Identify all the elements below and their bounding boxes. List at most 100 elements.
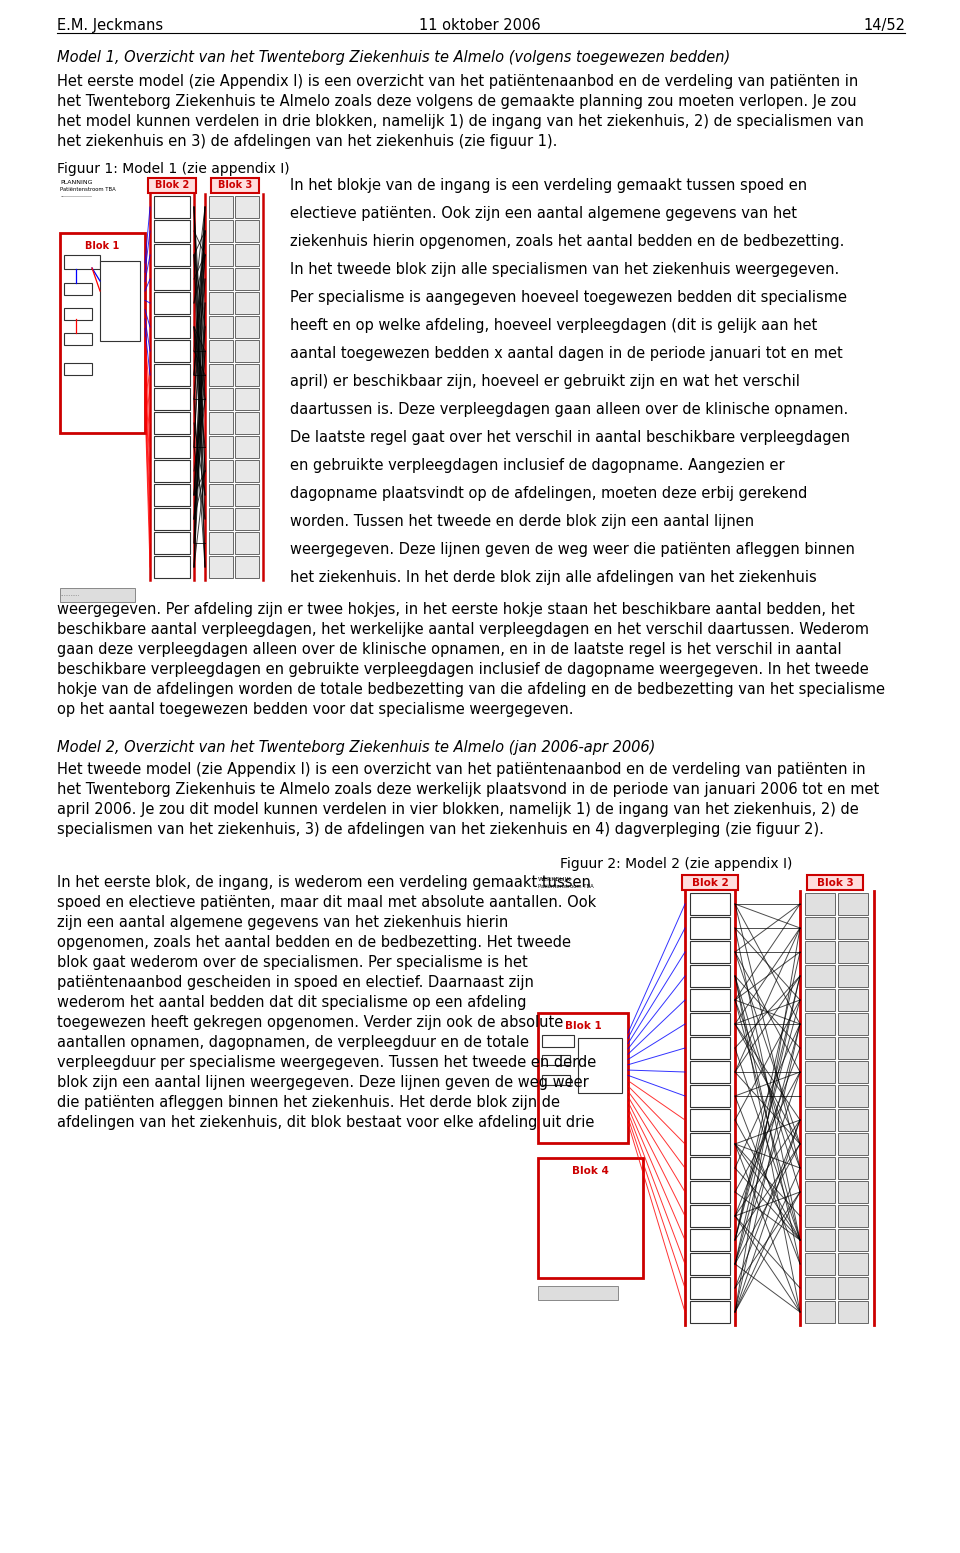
Bar [154,363,190,387]
Text: aantallen opnamen, dagopnamen, de verpleegduur en de totale: aantallen opnamen, dagopnamen, de verple… [57,1034,529,1050]
Bar [805,1157,835,1179]
Bar [805,989,835,1011]
Bar [838,916,868,940]
Bar [235,292,259,314]
Bar [805,1228,835,1252]
Bar [154,436,190,458]
Bar [154,412,190,433]
Bar [805,1037,835,1059]
Bar [209,196,233,217]
Text: beschikbare verpleegdagen en gebruikte verpleegdagen inclusief de dagopname weer: beschikbare verpleegdagen en gebruikte v… [57,662,869,677]
Bar [209,315,233,339]
Bar [690,941,730,963]
Bar [690,964,730,988]
Text: Per specialisme is aangegeven hoeveel toegewezen bedden dit specialisme: Per specialisme is aangegeven hoeveel to… [290,290,847,304]
Text: toegewezen heeft gekregen opgenomen. Verder zijn ook de absolute: toegewezen heeft gekregen opgenomen. Ver… [57,1016,564,1030]
Text: Het tweede model (zie Appendix I) is een overzicht van het patiëntenaanbod en de: Het tweede model (zie Appendix I) is een… [57,763,866,776]
Text: en gebruikte verpleegdagen inclusief de dagopname. Aangezien er: en gebruikte verpleegdagen inclusief de … [290,458,784,474]
Text: In het tweede blok zijn alle specialismen van het ziekenhuis weergegeven.: In het tweede blok zijn alle specialisme… [290,262,839,276]
Bar [805,1277,835,1298]
Bar [235,460,259,481]
Text: beschikbare aantal verpleegdagen, het werkelijke aantal verpleegdagen en het ver: beschikbare aantal verpleegdagen, het we… [57,623,869,637]
Text: heeft en op welke afdeling, hoeveel verpleegdagen (dit is gelijk aan het: heeft en op welke afdeling, hoeveel verp… [290,318,817,332]
Bar [154,221,190,242]
Bar [209,292,233,314]
Bar [690,1109,730,1131]
Bar [235,363,259,387]
Bar [838,1134,868,1155]
Text: april 2006. Je zou dit model kunnen verdelen in vier blokken, namelijk 1) de ing: april 2006. Je zou dit model kunnen verd… [57,801,859,817]
Text: In het eerste blok, de ingang, is wederom een verdeling gemaakt tussen: In het eerste blok, de ingang, is wedero… [57,874,590,890]
Bar [690,1180,730,1204]
Bar [838,964,868,988]
Bar [154,196,190,217]
Text: het Twenteborg Ziekenhuis te Almelo zoals deze werkelijk plaatsvond in de period: het Twenteborg Ziekenhuis te Almelo zoal… [57,783,879,797]
Bar [235,485,259,506]
Bar [838,1180,868,1204]
Bar [690,916,730,940]
Text: Het eerste model (zie Appendix I) is een overzicht van het patiëntenaanbod en de: Het eerste model (zie Appendix I) is een… [57,75,858,89]
Text: Blok 2: Blok 2 [155,180,189,191]
Text: verpleegduur per specialisme weergegeven. Tussen het tweede en derde: verpleegduur per specialisme weergegeven… [57,1054,596,1070]
Text: blok zijn een aantal lijnen weergegeven. Deze lijnen geven de weg weer: blok zijn een aantal lijnen weergegeven.… [57,1075,588,1090]
Bar [64,307,92,320]
Bar [209,485,233,506]
Bar [209,436,233,458]
Bar [838,1086,868,1107]
Bar [64,255,100,269]
Text: 11 oktober 2006: 11 oktober 2006 [420,19,540,33]
Text: Patiëntenstroom TBA: Patiëntenstroom TBA [60,186,116,193]
Bar [805,1061,835,1082]
Bar [805,916,835,940]
Bar [578,1037,622,1093]
Bar [838,1061,868,1082]
Bar [838,1301,868,1323]
Text: het model kunnen verdelen in drie blokken, namelijk 1) de ingang van het ziekenh: het model kunnen verdelen in drie blokke… [57,113,864,129]
Text: specialismen van het ziekenhuis, 3) de afdelingen van het ziekenhuis en 4) dagve: specialismen van het ziekenhuis, 3) de a… [57,822,824,837]
Bar [838,989,868,1011]
Bar [209,533,233,554]
Bar [542,1075,570,1086]
Bar [154,388,190,410]
Bar [807,874,863,890]
Bar [690,1086,730,1107]
Bar [690,1228,730,1252]
Bar [838,1205,868,1227]
Text: E.M. Jeckmans: E.M. Jeckmans [57,19,163,33]
Bar [64,283,92,295]
Text: spoed en electieve patiënten, maar dit maal met absolute aantallen. Ook: spoed en electieve patiënten, maar dit m… [57,895,596,910]
Bar [690,1134,730,1155]
Bar [209,340,233,362]
Bar [148,179,196,193]
Text: Figuur 2: Model 2 (zie appendix I): Figuur 2: Model 2 (zie appendix I) [560,857,792,871]
Text: het ziekenhuis en 3) de afdelingen van het ziekenhuis (zie figuur 1).: het ziekenhuis en 3) de afdelingen van h… [57,134,558,149]
Text: ...........: ........... [60,593,80,598]
Bar [209,412,233,433]
Bar [838,1109,868,1131]
Bar [211,179,259,193]
Text: gaan deze verpleegdagen alleen over de klinische opnamen, en in de laatste regel: gaan deze verpleegdagen alleen over de k… [57,641,842,657]
Bar [838,893,868,915]
Bar [682,874,738,890]
Bar [235,221,259,242]
Text: opgenomen, zoals het aantal bedden en de bedbezetting. Het tweede: opgenomen, zoals het aantal bedden en de… [57,935,571,950]
Text: Figuur 1: Model 1 (zie appendix I): Figuur 1: Model 1 (zie appendix I) [57,162,290,175]
Text: blok gaat wederom over de specialismen. Per specialisme is het: blok gaat wederom over de specialismen. … [57,955,528,971]
Bar [805,1134,835,1155]
Bar [60,233,145,433]
Bar [542,1034,574,1047]
Text: het ziekenhuis. In het derde blok zijn alle afdelingen van het ziekenhuis: het ziekenhuis. In het derde blok zijn a… [290,570,817,585]
Bar [154,269,190,290]
Bar [690,1205,730,1227]
Bar [60,589,135,603]
Bar [235,412,259,433]
Text: In het blokje van de ingang is een verdeling gemaakt tussen spoed en: In het blokje van de ingang is een verde… [290,179,807,193]
Bar [838,941,868,963]
Text: aantal toegewezen bedden x aantal dagen in de periode januari tot en met: aantal toegewezen bedden x aantal dagen … [290,346,843,360]
Bar [690,893,730,915]
Bar [154,485,190,506]
Bar [209,388,233,410]
Text: daartussen is. Deze verpleegdagen gaan alleen over de klinische opnamen.: daartussen is. Deze verpleegdagen gaan a… [290,402,849,418]
Bar [209,556,233,578]
Bar [209,460,233,481]
